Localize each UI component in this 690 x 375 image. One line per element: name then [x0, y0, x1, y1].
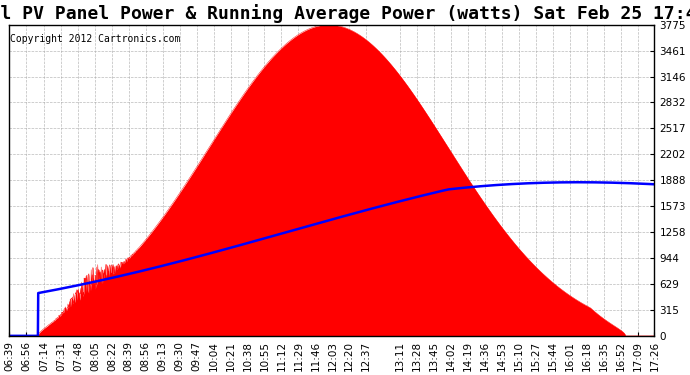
Text: Copyright 2012 Cartronics.com: Copyright 2012 Cartronics.com	[10, 34, 181, 44]
Title: Total PV Panel Power & Running Average Power (watts) Sat Feb 25 17:41: Total PV Panel Power & Running Average P…	[0, 4, 690, 23]
